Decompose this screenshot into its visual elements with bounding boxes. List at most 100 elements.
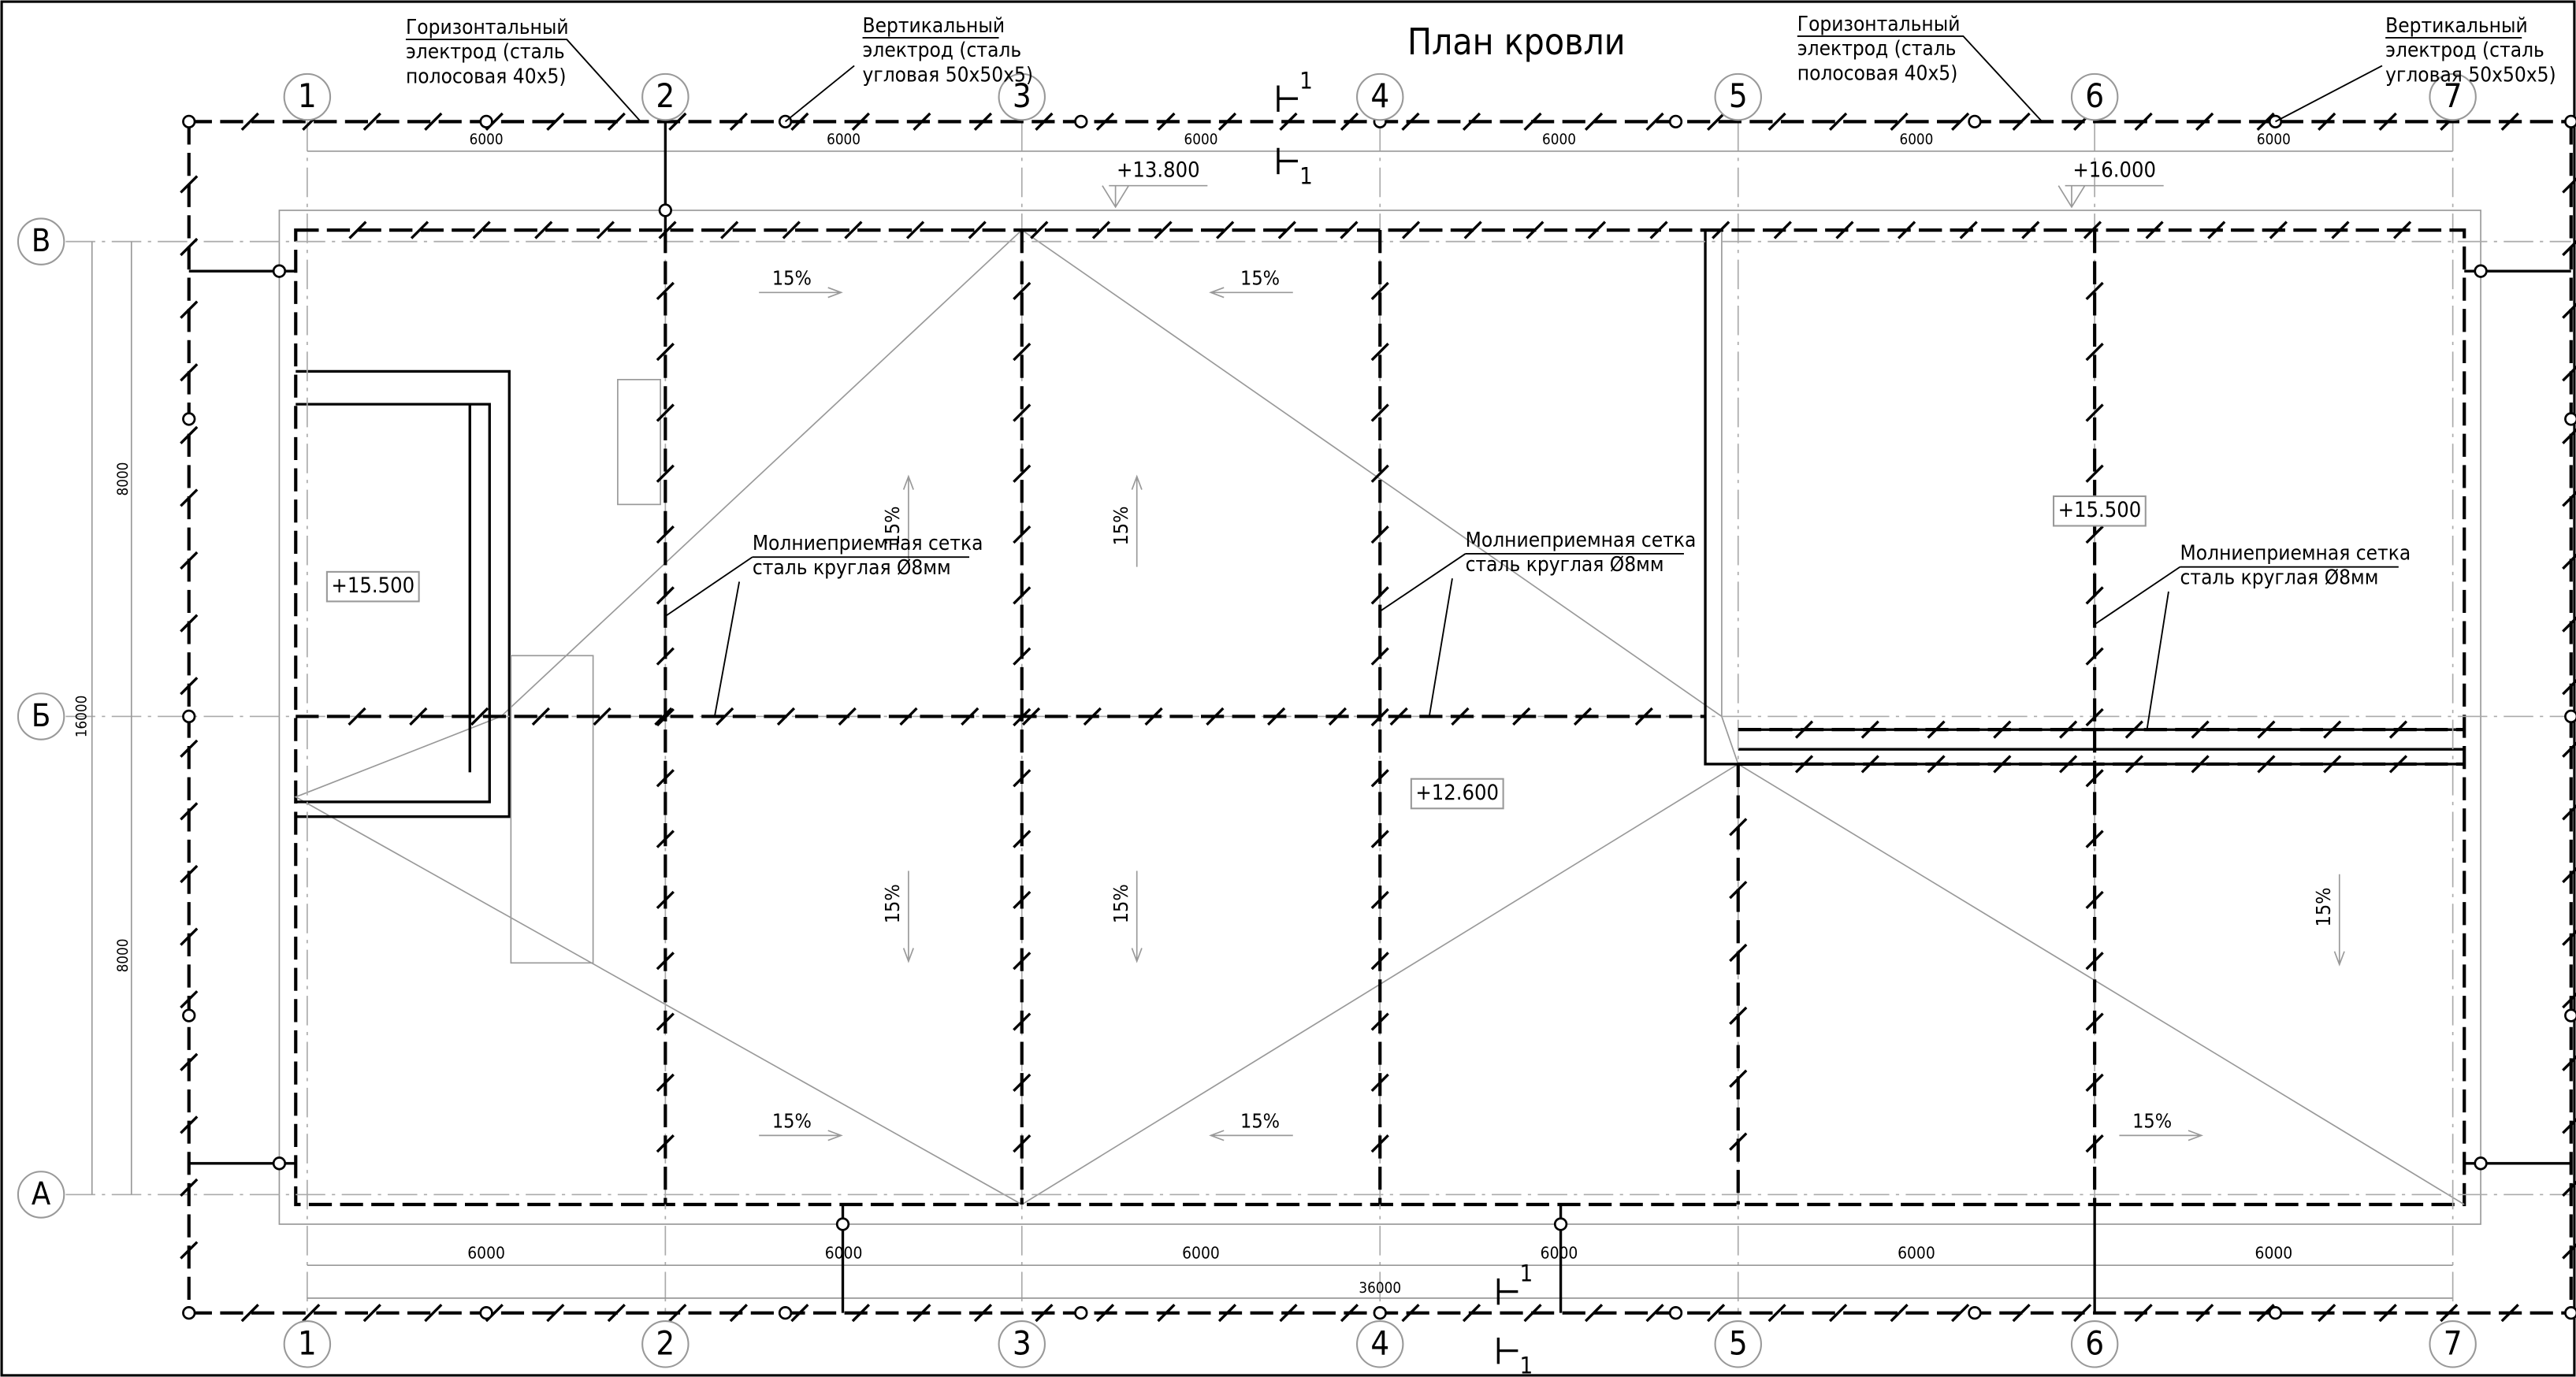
axis-label: 7 <box>2444 76 2463 115</box>
axis-bubble <box>998 1320 1046 1368</box>
axis-bubble <box>2429 1320 2477 1368</box>
callout-text: полосовая 40х5) <box>406 65 567 89</box>
tick <box>607 112 626 131</box>
tick <box>2124 720 2143 739</box>
electrode <box>182 1305 196 1320</box>
tick <box>1083 707 1102 726</box>
slope: 15% <box>1110 506 1132 545</box>
tick <box>1157 112 1176 131</box>
axis-label: 1 <box>298 1323 317 1362</box>
tick <box>1951 112 1970 131</box>
tick <box>1523 1304 1542 1323</box>
tick <box>1370 586 1389 605</box>
callout-text: Горизонтальный <box>1797 13 1961 36</box>
slope-arrow <box>759 1130 843 1141</box>
tick <box>776 707 796 726</box>
tick <box>2085 525 2104 544</box>
dimension: 6000 <box>825 1244 863 1263</box>
tick <box>968 221 987 239</box>
axis-bubble <box>2070 72 2119 121</box>
tick <box>2085 343 2104 362</box>
electrode <box>1074 1305 1088 1320</box>
elevation: +16.000 <box>2072 158 2156 182</box>
electrode <box>1668 1305 1683 1320</box>
tick <box>1013 830 1032 848</box>
tick <box>607 1304 626 1323</box>
tick <box>1091 221 1111 239</box>
title: План кровли <box>1407 20 1626 63</box>
axis-label: 6 <box>2085 1323 2104 1362</box>
tick <box>1035 1304 1054 1323</box>
tick <box>1706 1304 1726 1323</box>
tick <box>1206 707 1225 726</box>
dimension: 8000 <box>115 938 132 972</box>
tick <box>1217 112 1237 131</box>
dimension: 6000 <box>827 132 861 148</box>
tick <box>1712 221 1730 239</box>
slope: 15% <box>881 506 904 545</box>
callout-leader <box>2275 37 2522 123</box>
section-mark <box>1277 85 1299 112</box>
tick <box>2318 112 2336 131</box>
tick <box>1860 755 1879 774</box>
tick <box>782 221 801 239</box>
tick <box>790 112 809 131</box>
tick <box>1463 221 1482 239</box>
tick <box>2562 366 2576 382</box>
tick <box>1523 112 1542 131</box>
tick <box>729 1304 748 1323</box>
tick <box>1013 464 1032 483</box>
tick <box>1370 890 1389 910</box>
slope-arrow <box>1209 287 1293 299</box>
axis-bubble <box>17 692 65 740</box>
tick <box>348 707 366 726</box>
tick <box>2562 867 2576 884</box>
tick <box>2085 952 2104 971</box>
tick <box>1993 755 2012 774</box>
electrode <box>479 1305 493 1320</box>
tick <box>2012 1304 2031 1323</box>
tick <box>2562 1118 2576 1134</box>
tick <box>180 1115 199 1134</box>
tick <box>2562 993 2576 1009</box>
tick <box>180 551 199 570</box>
tick <box>1401 1304 1420 1323</box>
electrode <box>182 709 196 724</box>
tick <box>2256 1304 2275 1323</box>
axis-bubble <box>641 72 690 121</box>
tick <box>1462 1304 1481 1323</box>
tick <box>348 221 367 239</box>
tick <box>1370 1073 1389 1092</box>
tick <box>1401 221 1421 239</box>
electrode <box>1373 1305 1387 1320</box>
tick <box>1013 1012 1032 1031</box>
tick <box>1401 112 1420 131</box>
tick <box>656 830 675 848</box>
tick <box>424 1304 443 1323</box>
tick <box>2500 1304 2519 1323</box>
tick <box>2562 1243 2576 1260</box>
elevation: +13.800 <box>1117 158 1200 182</box>
tick <box>180 488 199 507</box>
tick <box>180 614 199 633</box>
dimension: 6000 <box>1898 1244 1935 1263</box>
tick <box>2269 221 2288 239</box>
electrode <box>2564 1008 2576 1023</box>
tick <box>240 112 259 131</box>
tick <box>1157 1304 1176 1323</box>
tick <box>2085 1134 2104 1153</box>
tick <box>1370 769 1389 788</box>
tick <box>1370 281 1389 300</box>
tick <box>2562 428 2576 444</box>
callout-text: электрод (сталь <box>2385 39 2544 62</box>
tick <box>1729 943 1748 963</box>
tick <box>2323 755 2342 774</box>
tick <box>2085 281 2104 300</box>
electrode <box>1968 1305 1982 1320</box>
tick <box>1154 221 1173 239</box>
tick <box>2085 1073 2104 1092</box>
tick <box>2318 1304 2336 1323</box>
tick <box>1462 112 1481 131</box>
callout-text: сталь круглая Ø8мм <box>753 556 951 580</box>
shaft <box>510 655 594 964</box>
